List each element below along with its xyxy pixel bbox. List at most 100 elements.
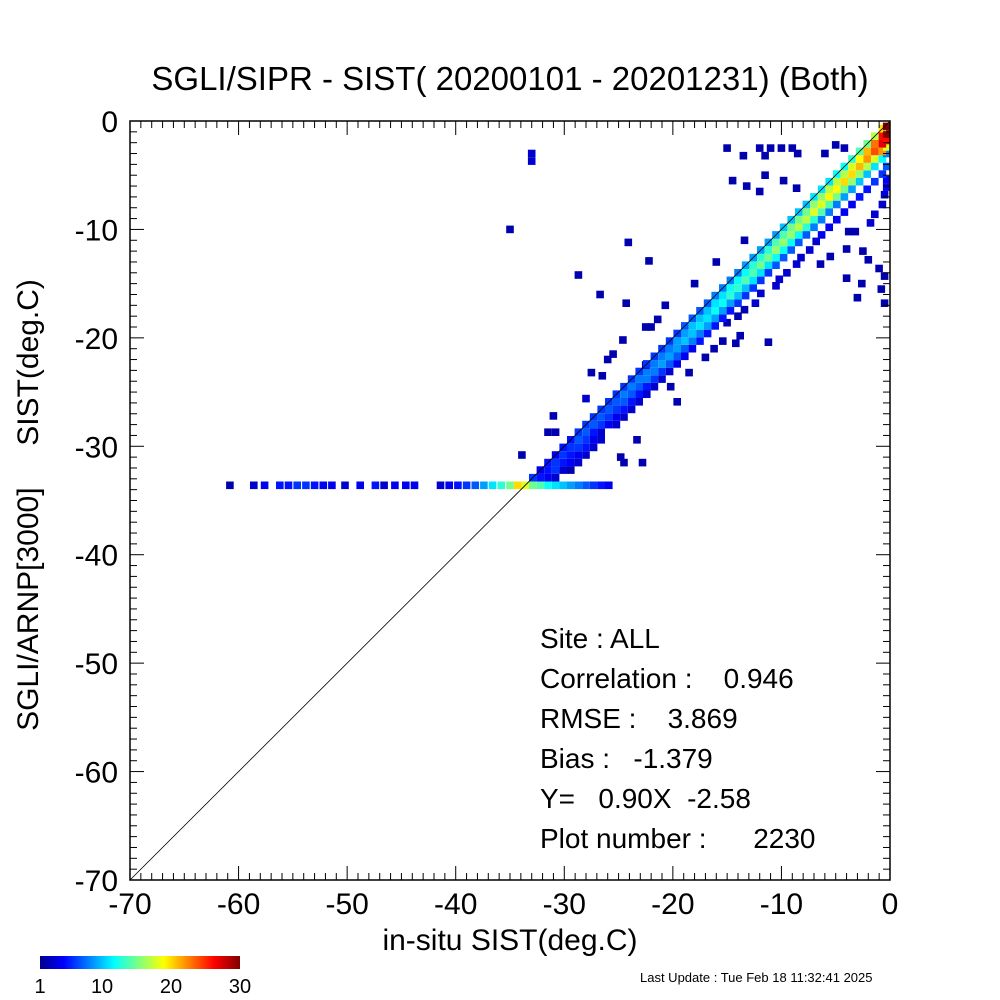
density-cell [764, 246, 773, 254]
density-cell [802, 231, 811, 239]
density-cell [688, 322, 697, 330]
density-cell [851, 227, 860, 236]
density-cell [574, 481, 583, 490]
density-cell [696, 314, 704, 323]
density-cell [880, 272, 889, 280]
x-tick-label: -30 [543, 888, 586, 921]
density-cell [726, 299, 735, 307]
density-cell [574, 271, 583, 279]
density-cell [701, 353, 710, 362]
density-cell [462, 481, 471, 490]
density-cell [871, 210, 879, 219]
density-cell [650, 360, 659, 368]
density-cell [703, 329, 712, 338]
density-cell [711, 314, 719, 323]
density-cell [582, 428, 590, 436]
density-cell [863, 147, 871, 156]
density-cell [250, 481, 258, 490]
density-cell [620, 390, 628, 398]
density-cell [527, 149, 536, 158]
density-cell [622, 299, 630, 307]
minor-ticks [129, 120, 891, 881]
density-cell [802, 208, 811, 216]
density-cell [749, 284, 757, 292]
density-cell [643, 367, 651, 376]
density-cell [740, 236, 749, 245]
density-cell [711, 299, 719, 307]
density-cell [696, 329, 704, 338]
density-cell [878, 170, 887, 178]
density-cell [612, 420, 621, 429]
density-cell [582, 436, 590, 444]
density-cell [597, 436, 605, 444]
colorbar-ticks: 1 10 20 30 [34, 976, 251, 998]
density-cell [833, 200, 841, 209]
density-cell [757, 261, 765, 269]
density-cell [567, 466, 575, 474]
density-cell [551, 458, 560, 467]
density-cell [650, 382, 659, 391]
density-cell [559, 458, 567, 467]
density-cell [627, 405, 636, 414]
density-cell [616, 453, 625, 461]
density-cell [741, 291, 750, 300]
density-cell [513, 481, 522, 490]
density-cell [402, 481, 410, 490]
density-cell [840, 185, 849, 194]
density-cell [821, 149, 829, 158]
density-cell [605, 481, 613, 490]
density-cell [863, 185, 871, 194]
density-cell [816, 260, 825, 268]
density-cell [567, 458, 575, 467]
density-cell [772, 261, 780, 269]
y-axis: -70 -60 -50 -40 -30 -20 -10 0 [75, 106, 118, 898]
density-cell [696, 337, 704, 345]
density-cell [882, 162, 891, 171]
density-cell [871, 162, 879, 171]
density-cell [882, 122, 891, 131]
density-cell [764, 261, 773, 269]
density-cell [795, 238, 803, 247]
density-cell [643, 382, 651, 391]
density-cell [589, 428, 598, 436]
density-cell [787, 246, 795, 254]
last-update-text: Last Update : Tue Feb 18 11:32:41 2025 [640, 970, 873, 985]
density-cell [559, 451, 567, 459]
density-cell [871, 155, 879, 163]
density-cell [612, 398, 621, 406]
density-cell [605, 413, 613, 421]
density-cell [775, 275, 784, 284]
density-cell [688, 344, 697, 353]
density-cell [757, 289, 765, 298]
density-cell [882, 175, 891, 184]
density-cell [875, 264, 883, 273]
y-tick-label: -10 [75, 214, 118, 247]
density-cell [749, 261, 757, 269]
density-cell [574, 443, 583, 452]
plot-cells [226, 122, 891, 490]
density-cell [710, 344, 718, 353]
density-cell [574, 458, 583, 467]
density-cell [597, 481, 605, 490]
density-cell [741, 269, 750, 277]
density-cell [635, 390, 643, 398]
density-cell [627, 390, 636, 398]
density-cell [665, 367, 674, 376]
y-tick-label: -30 [75, 431, 118, 464]
density-cell [658, 360, 666, 368]
density-cell [863, 155, 871, 163]
density-cell [734, 284, 742, 292]
density-cell [567, 443, 575, 452]
density-cell [825, 223, 833, 232]
density-cell [703, 314, 712, 323]
density-cell [736, 331, 744, 340]
density-cell [612, 405, 621, 414]
density-cell [772, 246, 780, 254]
density-cell [673, 398, 681, 406]
density-cell [582, 481, 590, 490]
density-cell [260, 481, 269, 490]
density-cell [831, 141, 840, 149]
density-cell [795, 215, 803, 224]
density-cell [864, 256, 873, 264]
density-cell [647, 323, 655, 331]
